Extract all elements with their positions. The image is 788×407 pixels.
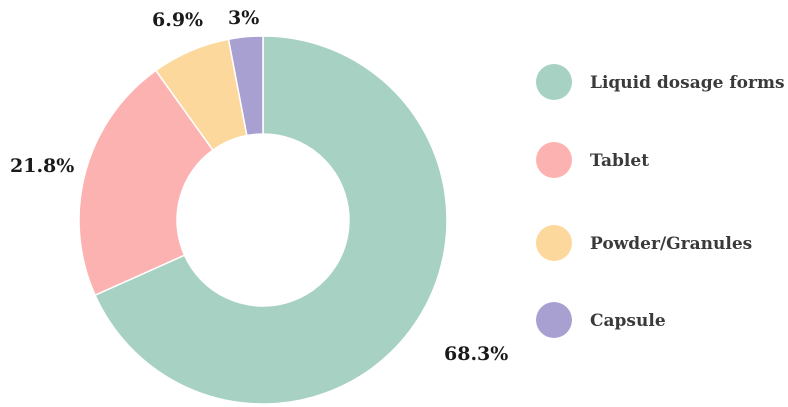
- slice-label-powder-granules: 6.9%: [152, 9, 203, 31]
- slice-label-liquid-dosage-forms: 68.3%: [444, 343, 508, 365]
- slice-capsule: [227, 35, 264, 137]
- legend-label-tablet: Tablet: [590, 151, 649, 171]
- legend-label-capsule: Capsule: [590, 311, 666, 331]
- donut-slices: [78, 35, 448, 405]
- legend-swatch-liquid-dosage-forms: [536, 64, 572, 100]
- legend-label-powder-granules: Powder/Granules: [590, 234, 752, 254]
- legend: Liquid dosage forms Tablet Powder/Granul…: [536, 64, 785, 338]
- legend-swatch-tablet: [536, 142, 572, 178]
- slice-label-tablet: 21.8%: [10, 155, 74, 177]
- slice-tablet: [78, 69, 214, 297]
- slice-liquid-dosage-forms: [94, 35, 448, 405]
- legend-swatch-capsule: [536, 302, 572, 338]
- legend-swatch-powder-granules: [536, 225, 572, 261]
- legend-label-liquid-dosage-forms: Liquid dosage forms: [590, 73, 785, 93]
- slice-label-capsule: 3%: [228, 7, 259, 29]
